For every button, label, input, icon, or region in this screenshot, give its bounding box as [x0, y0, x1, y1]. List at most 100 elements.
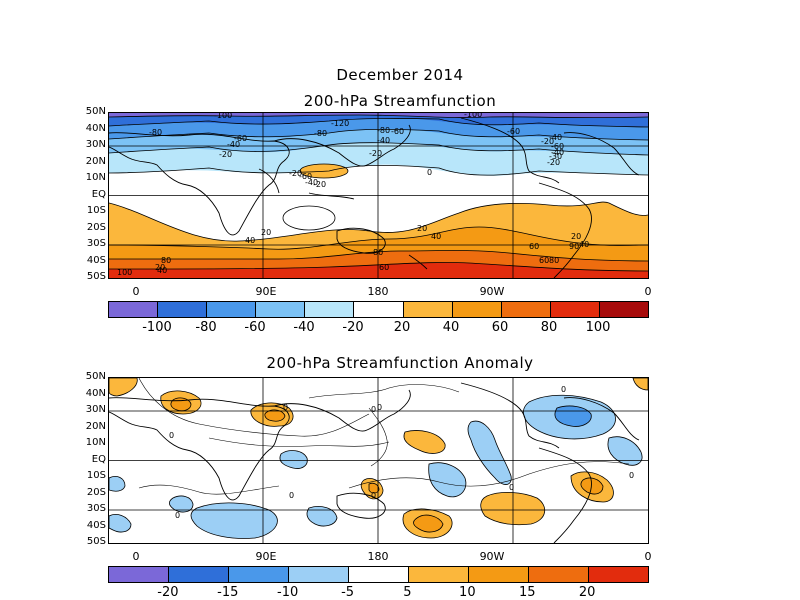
panel2-lat-label: 20S	[86, 486, 106, 498]
panel2-contour-label: 0	[283, 403, 288, 412]
colorbar1-swatch	[501, 302, 551, 317]
panel2-lat-label: 40S	[86, 519, 106, 531]
panel2-lon-label: 0	[644, 550, 652, 563]
panel2-contour-label: 0	[371, 491, 376, 500]
panel2-contour-label: 0	[175, 511, 180, 520]
colorbar2-swatch	[589, 567, 648, 582]
panel1-contour-label: -60	[551, 142, 564, 151]
panel1-contour-label: 20	[571, 232, 581, 241]
colorbar2-tick-label: -10	[277, 585, 299, 600]
colorbar1-swatch	[207, 302, 257, 317]
panel2-lon-label: 90W	[479, 550, 505, 563]
panel1-contour-label: -60	[234, 134, 247, 143]
panel1-contour-label: -60	[299, 172, 312, 181]
panel1-contour-label: -100	[214, 113, 232, 120]
panel1-contour-label: -80	[149, 128, 162, 137]
panel2-lat-label: 50N	[85, 371, 106, 382]
colorbar2-tick-label: -20	[157, 585, 179, 600]
panel1-contour-label: -40	[227, 140, 240, 149]
panel1-contour-label: -30	[549, 152, 562, 161]
panel2-lat-label: 30N	[85, 404, 106, 415]
panel2-contour-label: 0	[289, 491, 294, 500]
panel2-colorbar	[108, 566, 649, 583]
panel1-contour-label: 90	[569, 242, 579, 251]
panel2-lat-label: 50S	[86, 536, 106, 547]
colorbar1-swatch	[452, 302, 502, 317]
panel1-lat-label: 50S	[86, 271, 106, 282]
colorbar1-swatch	[550, 302, 600, 317]
colorbar1-swatch	[305, 302, 355, 317]
panel2-lon-label: 90E	[255, 550, 277, 563]
colorbar2-swatch	[529, 567, 589, 582]
panel2-contour-label: 0	[561, 385, 566, 394]
colorbar2-swatch	[349, 567, 409, 582]
colorbar1-tick-label: -20	[342, 320, 364, 335]
colorbar2-swatch	[469, 567, 529, 582]
panel2-contour-label: 0	[377, 403, 382, 412]
panel1-contour-label: -100	[464, 113, 482, 119]
panel1-contour-label: 20	[417, 224, 427, 233]
panel1-contour-label: 20	[155, 263, 165, 272]
panel1-contour-label: -20	[289, 169, 302, 178]
panel1-contour-label: 40	[579, 240, 589, 249]
panel1-contour-label: -40	[305, 178, 318, 187]
colorbar2-tick-label: -15	[217, 585, 239, 600]
panel2-lat-label: 30S	[86, 503, 106, 514]
panel1-lat-label: 20S	[86, 221, 106, 233]
panel2-title: 200-hPa Streamfunction Anomaly	[266, 354, 534, 372]
panel2-lat-label: EQ	[91, 453, 106, 465]
panel2-lon-label: 0	[132, 550, 140, 563]
panel1-lon-label: 180	[367, 285, 389, 298]
panel2-lat-label: 20N	[85, 420, 106, 432]
panel1-contour-label: 60	[539, 256, 549, 265]
colorbar1-swatch	[256, 302, 306, 317]
colorbar1-tick-label: -60	[244, 320, 266, 335]
panel1-contour-label: 40	[157, 266, 167, 275]
panel1-contour-label: 0	[427, 168, 432, 177]
colorbar1-tick-label: 60	[491, 320, 509, 335]
panel1-lon-label: 0	[132, 285, 140, 298]
colorbar1-swatch	[354, 302, 404, 317]
panel1-contour-label: -20	[541, 137, 554, 146]
panel2-contour-label: 0	[371, 405, 376, 414]
panel1-contour-label: 80	[373, 248, 383, 257]
panel1-contour-label: 40	[431, 232, 441, 241]
panel1-contour-label: -40	[549, 133, 562, 142]
panel1-contour-label: -20	[369, 149, 382, 158]
colorbar2-tick-label: 5	[403, 585, 412, 600]
panel1-contour-label: -60	[507, 127, 520, 136]
panel1-streamfunction-map: -100 -120 -100 -80 -60 -40 -20 -80 -60 -40 -20 -60-…	[108, 112, 649, 279]
panel2-lat-label: 10S	[86, 470, 106, 481]
panel1-lat-label: 30N	[85, 139, 106, 150]
panel1-contour-label: 60	[529, 242, 539, 251]
panel1-contour-label: -80	[314, 129, 327, 138]
colorbar1-tick-label: 100	[585, 320, 611, 335]
panel1-contour-label: -120	[331, 119, 349, 128]
colorbar2-tick-label: 20	[578, 585, 596, 600]
panel1-contour-label: -20	[219, 150, 232, 159]
panel2-contour-label: 0	[169, 431, 174, 440]
panel1-contour-label: 80	[549, 256, 559, 265]
panel1-contour-label: -40	[377, 136, 390, 145]
panel1-contour-label: -60	[391, 127, 404, 136]
panel1-contour-label: -40	[551, 148, 564, 157]
colorbar2-swatch	[289, 567, 349, 582]
panel1-contour-label: 80	[161, 256, 171, 265]
colorbar2-swatch	[409, 567, 469, 582]
colorbar1-swatch	[109, 302, 159, 317]
panel2-contour-label: 0	[509, 483, 514, 492]
colorbar1-tick-label: 80	[540, 320, 558, 335]
panel1-colorbar	[108, 301, 649, 318]
panel1-contour-label: 60	[379, 263, 389, 272]
panel1-lat-label: 10N	[85, 172, 106, 183]
panel2-lat-label: 10N	[85, 437, 106, 448]
colorbar1-swatch	[403, 302, 453, 317]
colorbar1-tick-label: 40	[442, 320, 460, 335]
panel1-contour-label: 20	[261, 228, 271, 237]
panel1-lat-label: 40S	[86, 254, 106, 266]
panel1-lon-label: 90E	[255, 285, 277, 298]
colorbar2-swatch	[229, 567, 289, 582]
colorbar1-tick-label: -40	[293, 320, 315, 335]
panel2-lon-label: 180	[367, 550, 389, 563]
